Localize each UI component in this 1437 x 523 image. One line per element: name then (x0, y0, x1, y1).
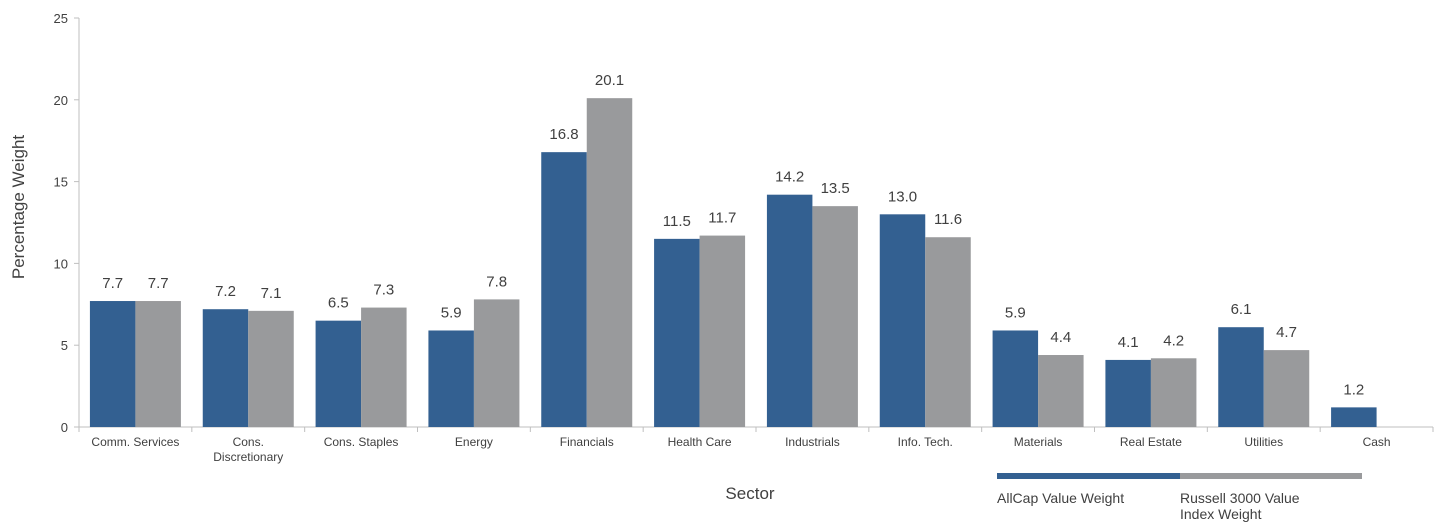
y-tick-label: 15 (54, 175, 68, 190)
bar (1150, 358, 1197, 427)
data-label: 4.4 (1050, 329, 1071, 346)
bar (1331, 407, 1377, 427)
data-label: 5.9 (441, 304, 462, 321)
data-label: 4.1 (1118, 334, 1139, 351)
x-axis-title: Sector (725, 484, 774, 503)
data-label: 13.0 (888, 188, 917, 205)
data-label: 11.6 (934, 211, 962, 228)
x-tick-label: Financials (560, 435, 614, 449)
bar (1218, 327, 1264, 427)
x-tick-label: Cons. Discretionary (213, 435, 283, 464)
y-tick-label: 5 (61, 338, 68, 353)
bar (879, 214, 926, 427)
bar (766, 194, 813, 427)
data-label: 7.2 (215, 283, 236, 300)
data-label: 4.7 (1276, 324, 1297, 341)
bar (812, 206, 858, 427)
data-label: 7.8 (486, 273, 507, 290)
data-label: 4.2 (1163, 332, 1184, 349)
data-label: 11.5 (663, 213, 691, 230)
data-label: 7.3 (373, 282, 394, 299)
data-label: 13.5 (821, 180, 850, 197)
y-tick-label: 20 (54, 93, 68, 108)
data-label: 7.1 (261, 285, 282, 302)
bar (925, 237, 971, 427)
bar (654, 238, 700, 427)
data-label: 6.1 (1231, 301, 1252, 318)
y-axis-title: Percentage Weight (9, 135, 28, 280)
bar (1263, 350, 1310, 427)
bar (248, 310, 294, 427)
value-labels: 7.7 7.2 6.5 5.9 16.8 11.5 14.2 13.0 5.9 4.1 6.1 1.2… (102, 72, 1364, 398)
x-tick-label: Real Estate (1120, 435, 1182, 449)
data-label: 14.2 (775, 169, 804, 186)
x-tick-label: Comm. Services (91, 435, 179, 449)
bar (1038, 355, 1084, 427)
legend-label: Russell 3000 Value Index Weight (1180, 490, 1300, 522)
data-label: 20.1 (595, 72, 624, 89)
bar (315, 320, 362, 427)
x-tick-label: Cash (1363, 435, 1391, 449)
y-axis: 0 5 10 15 20 25 (54, 11, 80, 435)
bar (699, 235, 746, 427)
data-label: 5.9 (1005, 304, 1026, 321)
data-label: 1.2 (1343, 381, 1364, 398)
data-label: 7.7 (102, 275, 123, 292)
x-tick-label: Info. Tech. (898, 435, 953, 449)
data-label: 11.7 (708, 210, 736, 227)
data-label: 7.7 (148, 275, 169, 292)
bar (541, 152, 587, 428)
x-tick-label: Health Care (668, 435, 732, 449)
category-labels: Comm. Services Cons. Discretionary Cons. St… (91, 435, 1390, 464)
x-tick-label: Industrials (785, 435, 840, 449)
bar (992, 330, 1039, 427)
y-tick-label: 0 (61, 420, 68, 435)
x-tick-label: Utilities (1244, 435, 1283, 449)
y-tick-label: 10 (54, 256, 68, 271)
x-tick-label: Cons. Staples (324, 435, 399, 449)
bar (361, 307, 407, 427)
bar (135, 301, 181, 427)
bars (89, 98, 1377, 428)
bar (202, 309, 249, 427)
legend-swatch (997, 473, 1180, 479)
legend: AllCap Value Weight Russell 3000 Value Ind… (997, 473, 1362, 522)
bar (89, 301, 136, 427)
data-label: 6.5 (328, 295, 349, 312)
legend-swatch (1180, 473, 1362, 479)
x-axis (78, 426, 1434, 432)
x-tick-label: Energy (455, 435, 493, 449)
bar (1105, 359, 1151, 427)
bar (428, 330, 474, 427)
data-label: 16.8 (549, 126, 578, 143)
y-tick-label: 25 (54, 11, 68, 26)
bar (473, 299, 520, 427)
x-tick-label: Materials (1014, 435, 1063, 449)
bar (586, 98, 633, 427)
legend-label: AllCap Value Weight (997, 490, 1124, 506)
